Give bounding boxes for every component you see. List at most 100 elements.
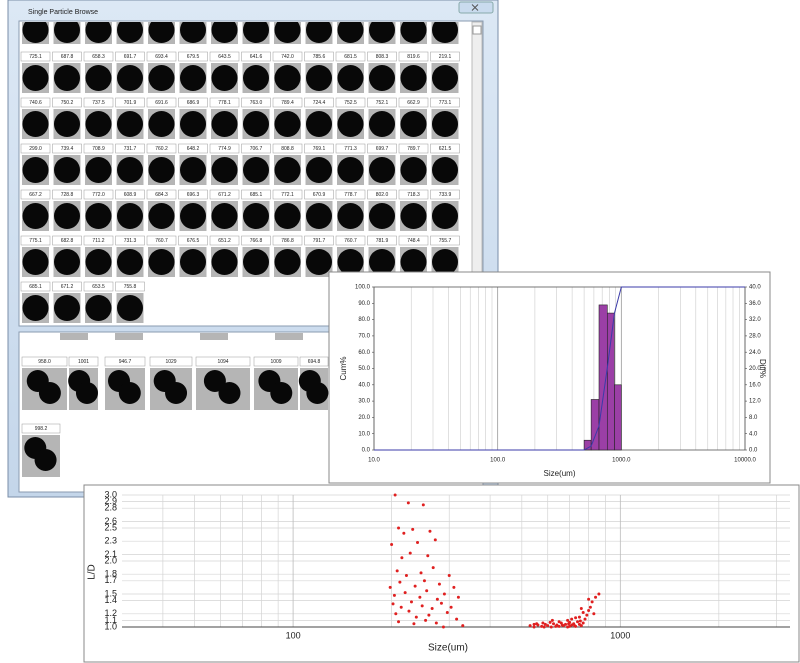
particle (211, 157, 238, 183)
particle (306, 22, 332, 43)
label-box (398, 235, 429, 246)
particle (432, 203, 458, 229)
point (567, 622, 571, 626)
x-tick-label: 1000 (610, 630, 630, 640)
label-box (20, 143, 51, 154)
point (409, 600, 413, 604)
particle-label: 737.5 (92, 100, 105, 106)
x-tick-label: 100 (286, 630, 301, 640)
particle (274, 111, 301, 137)
point (578, 619, 582, 623)
particle-label: 684.3 (155, 192, 168, 198)
label-box (272, 189, 303, 200)
particle-label: 946.7 (119, 359, 132, 365)
particle-label: 998.2 (35, 426, 48, 432)
point (431, 566, 435, 570)
label-box (304, 189, 334, 200)
particle (337, 65, 364, 91)
point (392, 593, 396, 597)
particle (180, 249, 206, 275)
particle (432, 111, 458, 137)
particle-label: 772.0 (92, 192, 105, 198)
particle-label: 750.2 (61, 100, 74, 106)
particle-label: 1094 (217, 359, 228, 365)
particle (148, 65, 175, 91)
particle-label: 658.3 (92, 54, 105, 60)
point (543, 622, 547, 626)
label-box (52, 235, 82, 246)
label-box (21, 423, 61, 434)
point (570, 617, 574, 621)
label-box (83, 281, 114, 292)
particle-label: 760.7 (155, 238, 168, 244)
point (579, 624, 583, 628)
label-box (398, 97, 429, 108)
particle-label: 711.2 (92, 238, 104, 244)
label-box (241, 235, 271, 246)
point (424, 618, 428, 622)
x-tick-label: 100.0 (490, 458, 506, 464)
particle (211, 65, 238, 91)
particle (22, 65, 49, 91)
point (419, 571, 423, 575)
particle-label: 679.5 (187, 54, 200, 60)
particle (54, 65, 80, 91)
label-box (146, 97, 177, 108)
label-box (52, 51, 82, 62)
particle (22, 295, 49, 321)
particle (337, 157, 364, 183)
x-tick-label: 10000.0 (734, 458, 756, 464)
particle (337, 249, 364, 275)
point (413, 584, 417, 588)
particle (306, 249, 332, 275)
point (425, 589, 429, 593)
particle-label: 694.8 (308, 359, 321, 365)
point (402, 531, 406, 535)
particle-label: 725.1 (29, 54, 42, 60)
y-tick-label: 1.0 (104, 621, 117, 631)
particle-label: 708.9 (92, 146, 105, 152)
point (391, 602, 395, 606)
particle-label: 752.5 (344, 100, 357, 106)
y-tick-label: 60.0 (358, 350, 370, 356)
y2-tick-label: 28.0 (749, 333, 761, 339)
particle-label: 671.2 (218, 192, 231, 198)
point (573, 624, 577, 628)
point (414, 615, 418, 619)
particle-label: 731.3 (124, 238, 137, 244)
point (574, 616, 578, 620)
particle-label: 643.5 (218, 54, 231, 60)
scroll-up[interactable] (472, 25, 482, 35)
label-box (20, 51, 51, 62)
point (411, 527, 415, 531)
y-tick-label: 50.0 (358, 366, 370, 372)
point (407, 609, 411, 613)
label-box (398, 189, 429, 200)
y-tick-label: 70.0 (358, 333, 370, 339)
particle-bg (275, 333, 303, 340)
particle (400, 203, 427, 229)
close-button[interactable] (458, 1, 494, 14)
point (400, 556, 404, 560)
label-box (146, 143, 177, 154)
particle (22, 22, 49, 43)
particle (22, 203, 49, 229)
y-tick-label: 2.6 (104, 516, 117, 526)
point (587, 597, 591, 601)
particle (85, 111, 112, 137)
point (579, 607, 583, 611)
label-box (430, 189, 460, 200)
point (461, 624, 465, 628)
point (426, 554, 430, 558)
particle (180, 157, 206, 183)
x-tick-label: 10.0 (368, 458, 380, 464)
point (394, 612, 398, 616)
particle (243, 249, 269, 275)
particle (274, 203, 301, 229)
y-tick-label: 1.5 (104, 588, 117, 598)
particle (118, 382, 141, 404)
y-tick-label: 90.0 (358, 301, 370, 307)
particle-label: 1009 (270, 359, 281, 365)
particle (400, 249, 427, 275)
particle (306, 65, 332, 91)
